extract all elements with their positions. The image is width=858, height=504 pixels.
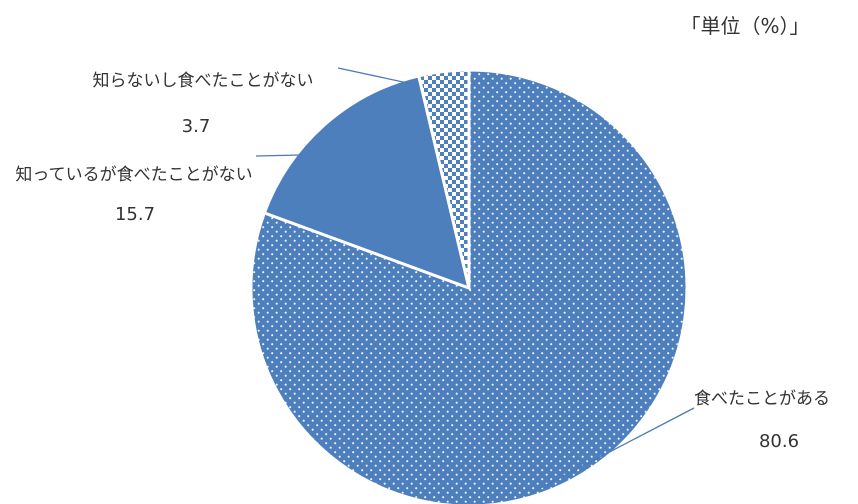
unit-label: 「単位（%）」 bbox=[680, 14, 809, 38]
slice-value-known-not-eaten: 15.7 bbox=[115, 204, 155, 225]
slice-value-unknown-not-eaten: 3.7 bbox=[182, 116, 211, 137]
leader-line-known-not-eaten bbox=[255, 154, 302, 157]
pie-slices bbox=[249, 68, 689, 504]
leader-line-eaten bbox=[530, 407, 695, 494]
slice-label-known-not-eaten: 知っているが食べたことがない bbox=[15, 165, 252, 185]
leader-line-unknown-not-eaten bbox=[337, 67, 408, 84]
slice-label-eaten: 食べたことがある bbox=[694, 389, 830, 409]
slice-labels: 食べたことがある 80.6 知っているが食べたことがない 15.7 知らないし食… bbox=[15, 71, 830, 452]
slice-unknown-not-eaten bbox=[416, 68, 471, 289]
leader-lines bbox=[255, 67, 695, 494]
slice-value-eaten: 80.6 bbox=[759, 431, 799, 452]
slice-label-unknown-not-eaten: 知らないし食べたことがない bbox=[93, 71, 314, 91]
